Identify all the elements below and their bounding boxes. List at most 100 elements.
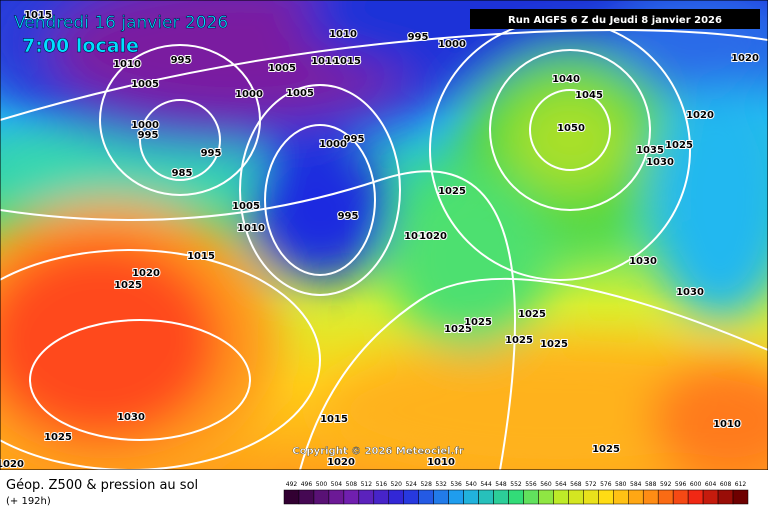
legend-swatch (358, 489, 375, 505)
legend-tick: 564 (555, 481, 567, 488)
isobar-label: 1000 (319, 139, 347, 150)
isobar-label: 1015 (320, 414, 348, 425)
legend-swatch (687, 489, 704, 505)
isobar-label: 1005 (232, 201, 260, 212)
copyright: Copyright © 2026 Meteociel.fr (292, 446, 463, 457)
isobar-label: 1025 (44, 432, 72, 443)
legend-tick: 516 (376, 481, 388, 488)
isobar-label: 1020 (731, 53, 759, 64)
isobar-label: 1015 (333, 56, 361, 67)
isobar-label: 1025 (592, 444, 620, 455)
legend-tick: 548 (495, 481, 507, 488)
legend-tick: 604 (705, 481, 717, 488)
isobar-label: 1020 (327, 457, 355, 468)
isobar-label: 995 (338, 211, 359, 222)
legend-swatch (732, 489, 749, 505)
legend-tick: 536 (450, 481, 462, 488)
isobar-label: 1030 (629, 256, 657, 267)
isobar-label: 1035 (636, 145, 664, 156)
legend-swatch (628, 489, 644, 505)
isobar-label: 1010 (311, 56, 339, 67)
run-box (470, 9, 760, 29)
isobar-label: 1010 (427, 457, 455, 468)
isobar-label: 1050 (557, 123, 585, 134)
legend-swatch (313, 489, 330, 505)
legend-swatch (328, 489, 345, 505)
legend-tick: 508 (346, 481, 358, 488)
isobar-label: 1010 (237, 223, 265, 234)
isobar-label: 1030 (646, 157, 674, 168)
isobar-label: 1025 (665, 140, 693, 151)
isobar-label: 1005 (286, 88, 314, 99)
isobar-label: 1000 (131, 120, 159, 131)
legend-swatch (672, 489, 689, 505)
legend-swatch (343, 489, 360, 505)
legend-swatch (418, 489, 434, 505)
isobar-label: 1025 (438, 186, 466, 197)
legend-swatch (388, 489, 404, 505)
isobar-label: 1010 (404, 231, 432, 242)
legend-tick: 572 (585, 481, 597, 488)
isobar-label: 995 (171, 55, 192, 66)
legend-tick: 540 (465, 481, 477, 488)
legend-swatch (478, 489, 494, 505)
legend-swatch (403, 489, 419, 505)
footer-title: Géop. Z500 & pression au sol (6, 478, 198, 493)
isobar-label: 1025 (114, 280, 142, 291)
isobar-label: 1020 (686, 110, 714, 121)
legend-swatch (553, 489, 569, 505)
legend-tick: 520 (391, 481, 403, 488)
legend-tick: 576 (600, 481, 612, 488)
isobar-label: 1025 (540, 339, 568, 350)
legend-swatch (568, 489, 584, 505)
legend-swatch (508, 489, 524, 505)
isobar-label: 995 (408, 32, 429, 43)
isobar-label: 1020 (132, 268, 160, 279)
legend-tick: 500 (316, 481, 328, 488)
legend-swatch (433, 489, 449, 505)
legend-tick: 584 (630, 481, 642, 488)
isobar-label: 1040 (552, 74, 580, 85)
legend-swatch (702, 489, 719, 505)
legend-tick: 580 (615, 481, 627, 488)
legend-tick: 556 (525, 481, 537, 488)
isobar-label: 1025 (444, 324, 472, 335)
isobar-label: 1010 (113, 59, 141, 70)
isobar-label: 1020 (419, 231, 447, 242)
legend-tick: 592 (660, 481, 672, 488)
isobar-label: 995 (138, 130, 159, 141)
legend-tick: 552 (510, 481, 522, 488)
isobar-label: 995 (201, 148, 222, 159)
legend-tick: 532 (435, 481, 447, 488)
isobars (0, 19, 768, 470)
legend-tick: 600 (690, 481, 702, 488)
isobar-label: 1005 (268, 63, 296, 74)
forecast-time: 7:00 locale (22, 35, 139, 57)
isobar-label: 1045 (575, 90, 603, 101)
legend-tick: 560 (540, 481, 552, 488)
isobar-label: 985 (172, 168, 193, 179)
isobar-label: 1025 (518, 309, 546, 320)
legend-swatch (373, 489, 390, 505)
legend-swatch (523, 489, 539, 505)
legend-tick: 524 (405, 481, 417, 488)
isobar-label: 1020 (0, 459, 24, 470)
legend-tick: 528 (420, 481, 432, 488)
legend-tick: 608 (720, 481, 732, 488)
legend-swatch (298, 489, 315, 505)
legend-tick: 504 (331, 481, 343, 488)
legend-tick: 612 (735, 481, 747, 488)
legend-swatch (583, 489, 599, 505)
isobar-label: 1030 (117, 412, 145, 423)
legend-swatch (642, 489, 659, 505)
legend-swatch (463, 489, 479, 505)
legend-swatch (717, 489, 734, 505)
legend-tick: 568 (570, 481, 582, 488)
isobar-label: 1030 (676, 287, 704, 298)
legend-swatch (538, 489, 554, 505)
isobar-label: 1015 (187, 251, 215, 262)
